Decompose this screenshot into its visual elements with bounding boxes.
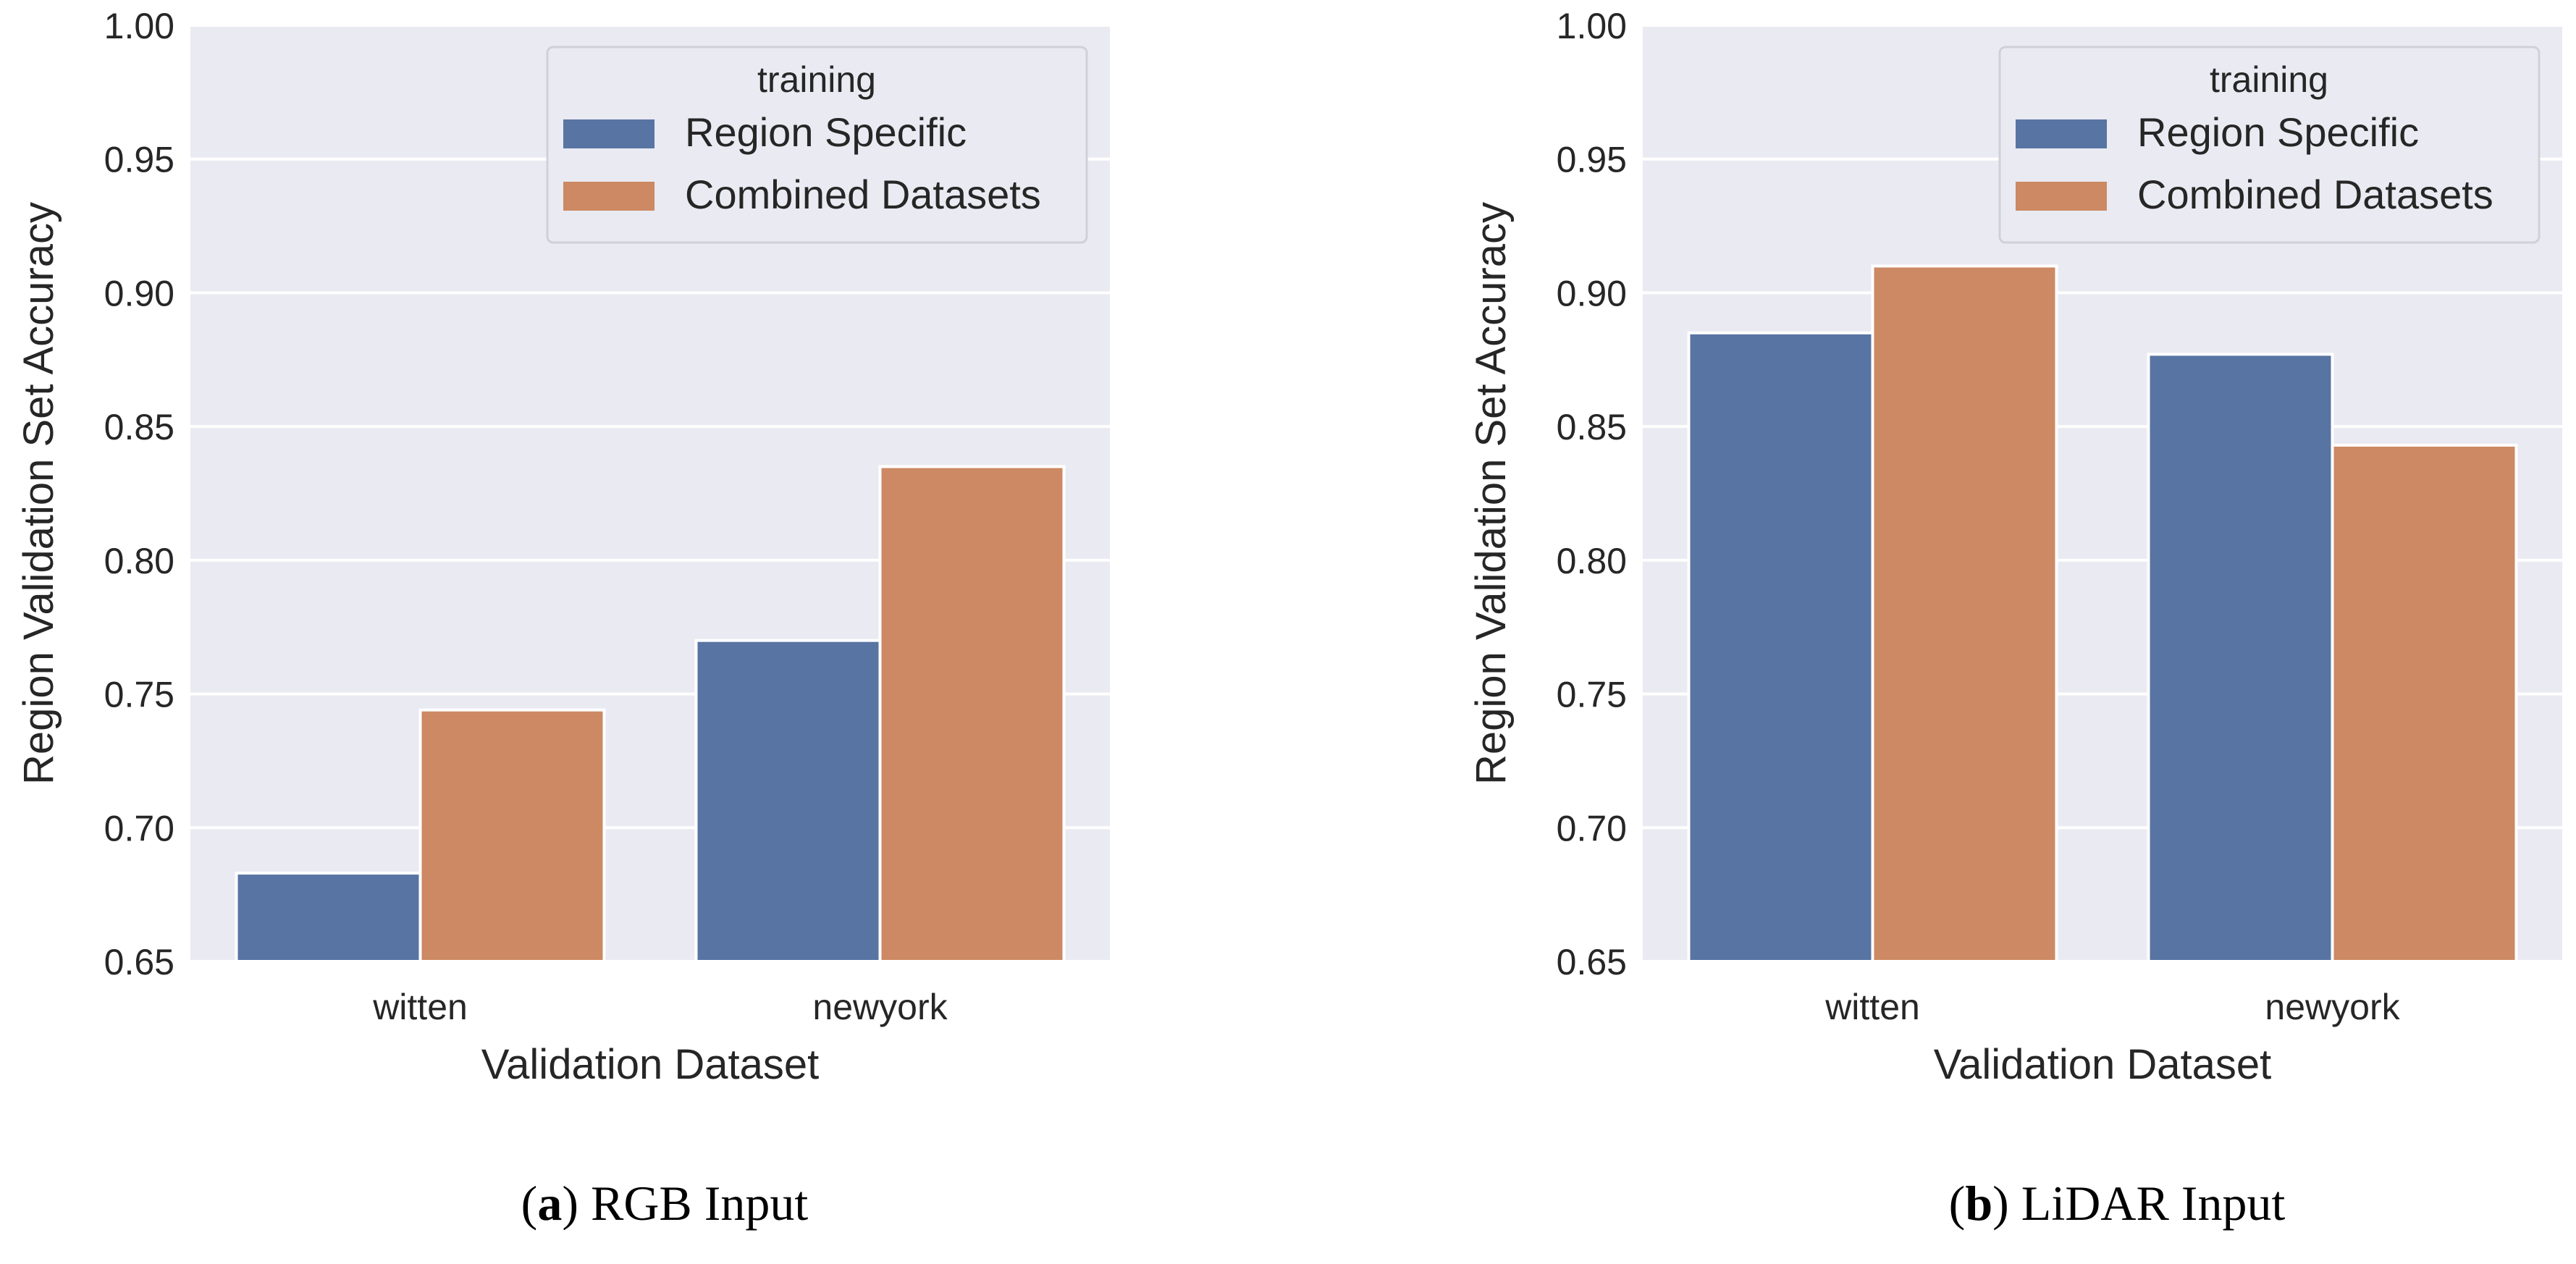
bar-region-specific-newyork: [694, 639, 882, 964]
x-tick-label: witten: [372, 987, 468, 1027]
legend-swatch-region-specific: [2016, 119, 2107, 148]
y-tick-label: 0.95: [104, 140, 174, 180]
y-tick-label: 0.85: [104, 407, 174, 447]
bar-combined-datasets-newyork: [878, 465, 1066, 963]
bar-region-specific-witten: [235, 872, 422, 964]
caption-text: LiDAR Input: [2021, 1176, 2286, 1231]
legend-title: training: [2210, 59, 2328, 100]
y-tick-label: 1.00: [104, 6, 174, 46]
y-tick-label: 0.80: [104, 541, 174, 581]
caption-letter: a: [537, 1176, 562, 1231]
legend-label: Combined Datasets: [685, 172, 1041, 217]
chart-panel-a: 0.65 0.70 0.75 0.80 0.85 0.90 0.95 1.00 witten ne…: [15, 6, 1110, 1231]
legend-label: Region Specific: [685, 109, 967, 155]
legend-title: training: [757, 59, 876, 100]
bar-combined-datasets-newyork: [2331, 444, 2518, 963]
y-tick-label: 0.75: [104, 675, 174, 715]
caption-letter: b: [1965, 1176, 1992, 1231]
y-axis-label: Region Validation Set Accuracy: [15, 202, 62, 785]
figure-caption: (a) RGB Input: [521, 1176, 809, 1231]
y-tick-label: 0.65: [1557, 942, 1627, 982]
legend: training Region Specific Combined Datasets: [546, 46, 1088, 244]
y-tick-label: 0.80: [1557, 541, 1627, 581]
y-tick-label: 0.65: [104, 942, 174, 982]
legend-swatch-combined-datasets: [2016, 182, 2107, 211]
y-tick-label: 0.85: [1557, 407, 1627, 447]
y-tick-label: 0.70: [1557, 808, 1627, 848]
bar-combined-datasets-witten: [418, 708, 606, 963]
caption-text: RGB Input: [591, 1176, 808, 1231]
y-tick-label: 0.95: [1557, 140, 1627, 180]
x-tick-label: newyork: [812, 987, 948, 1027]
x-axis-label: Validation Dataset: [481, 1041, 819, 1088]
legend-label: Combined Datasets: [2137, 172, 2493, 217]
bar-region-specific-witten: [1687, 331, 1874, 964]
legend-frame: [546, 46, 1088, 244]
chart-panel-b: 0.65 0.70 0.75 0.80 0.85 0.90 0.95 1.00 witten ne…: [1468, 6, 2562, 1231]
x-axis-label: Validation Dataset: [1934, 1041, 2271, 1088]
legend: training Region Specific Combined Datasets: [1998, 46, 2541, 244]
bar-combined-datasets-witten: [1871, 264, 2058, 963]
legend-swatch-region-specific: [563, 119, 654, 148]
y-tick-label: 0.75: [1557, 675, 1627, 715]
x-tick-label: witten: [1824, 987, 1920, 1027]
legend-label: Region Specific: [2137, 109, 2419, 155]
y-tick-label: 1.00: [1557, 6, 1627, 46]
bar-region-specific-newyork: [2147, 353, 2334, 963]
y-tick-label: 0.90: [1557, 273, 1627, 313]
x-tick-label: newyork: [2265, 987, 2400, 1027]
y-axis-label: Region Validation Set Accuracy: [1468, 202, 1515, 785]
legend-swatch-combined-datasets: [563, 182, 654, 211]
y-tick-label: 0.70: [104, 808, 174, 848]
y-tick-label: 0.90: [104, 273, 174, 313]
figure-caption: (b) LiDAR Input: [1949, 1176, 2286, 1231]
legend-frame: [1998, 46, 2541, 244]
